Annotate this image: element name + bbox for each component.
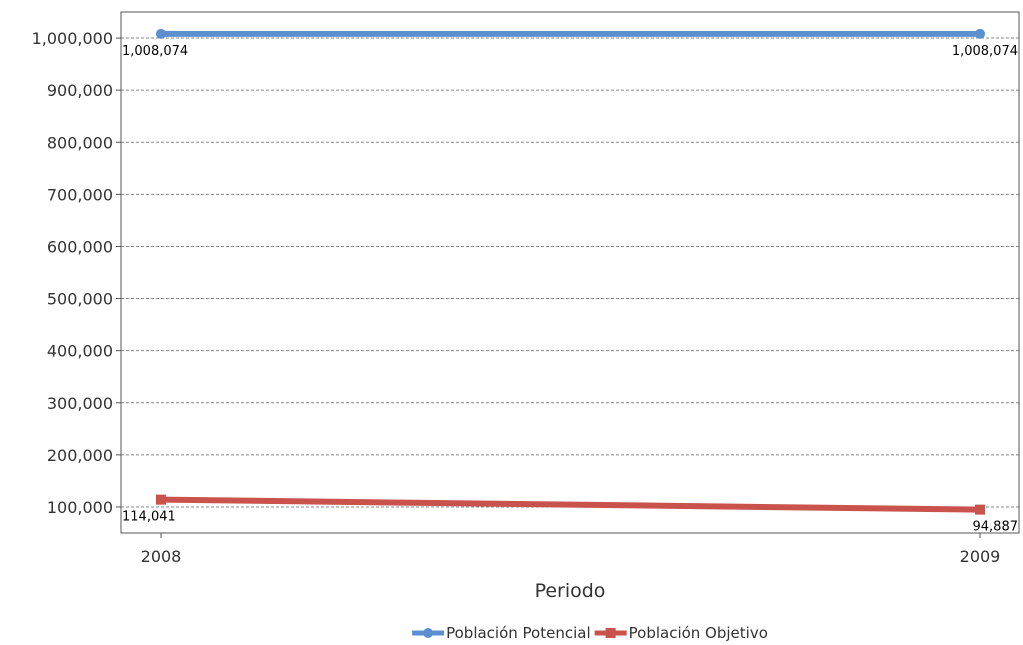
y-axis-ticks: 100,000 200,000 300,000 400,000 500,000 600,0… [32, 29, 121, 517]
y-tick-label: 700,000 [47, 185, 113, 204]
data-label: 94,887 [973, 520, 1019, 535]
x-tick-label: 2009 [960, 547, 1001, 566]
series-lines [156, 28, 985, 515]
legend-label: Población Potencial [446, 624, 591, 642]
grid-lines [121, 37, 1019, 508]
legend-marker [605, 628, 616, 638]
y-tick-label: 600,000 [47, 237, 113, 256]
data-point[interactable] [156, 28, 166, 39]
y-tick-label: 800,000 [47, 133, 113, 152]
y-tick-label: 200,000 [47, 446, 113, 465]
x-tick-label: 2008 [141, 547, 182, 566]
data-point[interactable] [975, 504, 985, 515]
data-point[interactable] [156, 494, 166, 505]
data-point[interactable] [975, 28, 985, 39]
y-tick-label: 300,000 [47, 394, 113, 413]
x-axis-title: Periodo [535, 580, 606, 602]
legend[interactable]: Población Potencial Población Objetivo [412, 624, 768, 642]
plot-area-frame [120, 11, 1020, 534]
y-tick-label: 1,000,000 [32, 29, 113, 48]
y-tick-label: 500,000 [47, 290, 113, 309]
data-labels: 1,008,074 1,008,074 114,041 94,887 [122, 44, 1018, 535]
data-label: 114,041 [122, 510, 176, 525]
data-label: 1,008,074 [122, 44, 188, 59]
legend-label: Población Objetivo [629, 624, 768, 642]
series-line-poblacion-objetivo [160, 496, 981, 513]
x-axis-ticks: 2008 2009 [141, 533, 1001, 566]
y-tick-label: 400,000 [47, 342, 113, 361]
y-tick-label: 900,000 [47, 81, 113, 100]
data-label: 1,008,074 [952, 44, 1018, 59]
legend-item[interactable]: Población Objetivo [594, 624, 768, 642]
legend-item[interactable]: Población Potencial [412, 624, 591, 642]
legend-marker [423, 628, 434, 638]
y-tick-label: 100,000 [47, 498, 113, 517]
